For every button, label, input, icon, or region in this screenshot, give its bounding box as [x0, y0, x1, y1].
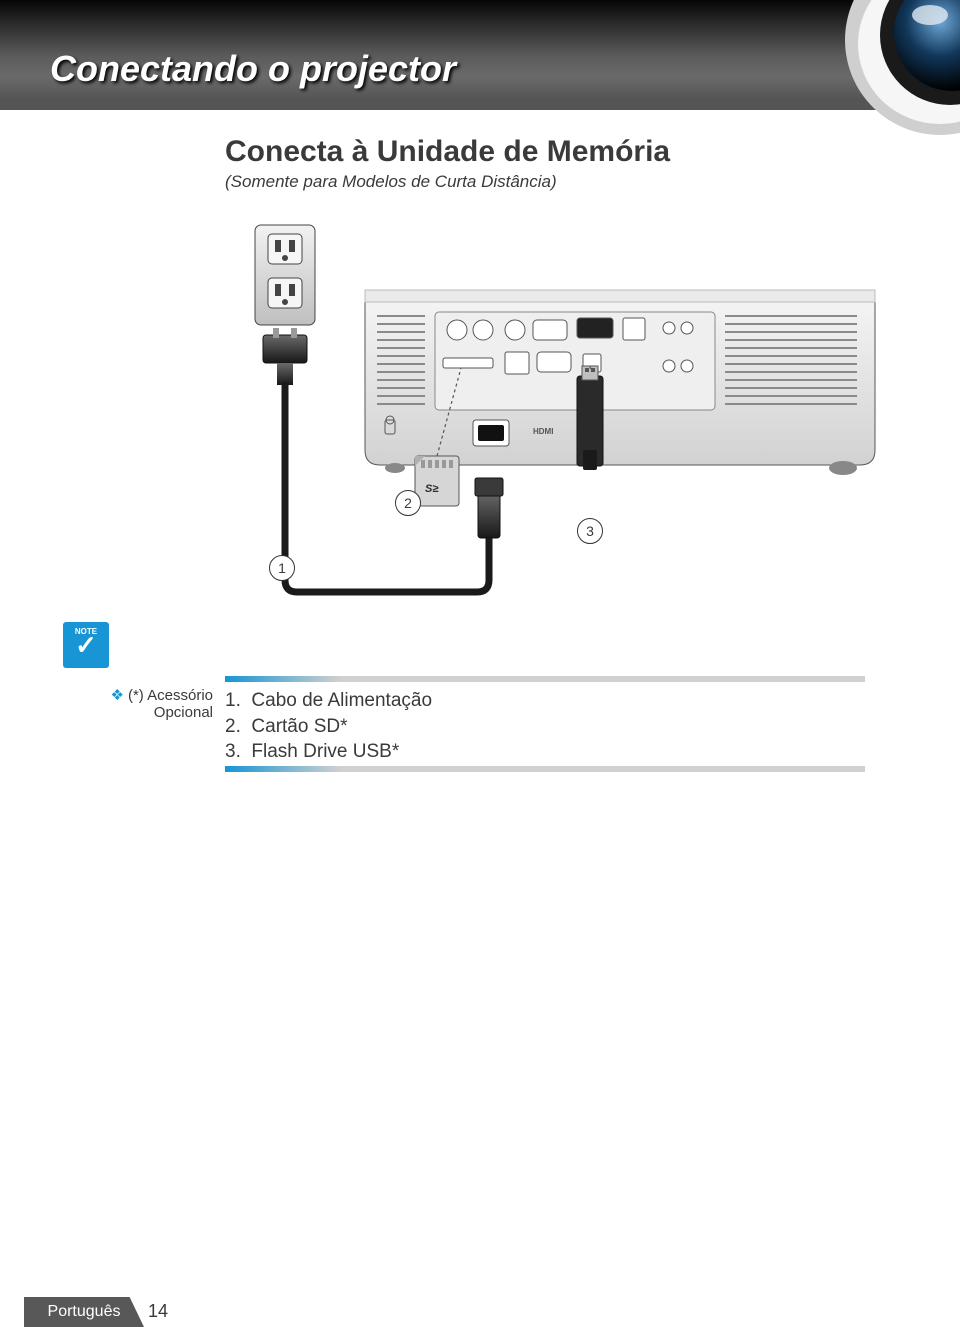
usb-drive — [577, 366, 603, 470]
sd-card: S≥ — [415, 456, 459, 506]
note-label: NOTE — [75, 627, 97, 636]
legend-item: 3. Flash Drive USB* — [225, 739, 432, 765]
legend-item: 2. Cartão SD* — [225, 714, 432, 740]
callout-2: 2 — [395, 490, 421, 516]
diamond-bullet-icon: ❖ — [111, 687, 124, 704]
divider-top — [225, 676, 865, 682]
callout-1: 1 — [269, 555, 295, 581]
section-subtitle: (Somente para Modelos de Curta Distância… — [225, 172, 557, 192]
legend-list: 1. Cabo de Alimentação 2. Cartão SD* 3. … — [225, 688, 432, 765]
note-badge: NOTE ✓ — [63, 622, 109, 668]
svg-text:S≥: S≥ — [425, 483, 438, 495]
svg-text:HDMI: HDMI — [533, 427, 553, 436]
section-title: Conecta à Unidade de Memória — [225, 135, 670, 169]
page-number: 14 — [148, 1301, 168, 1322]
note-text: ❖(*) Acessório Opcional — [63, 686, 213, 721]
projector-body: HDMI — [365, 290, 875, 475]
legend-item: 1. Cabo de Alimentação — [225, 688, 432, 714]
connection-diagram: HDMI S≥ — [225, 220, 885, 600]
page-title: Conectando o projector — [50, 48, 456, 90]
lens-decor — [820, 0, 960, 160]
divider-bottom — [225, 766, 865, 772]
callout-3: 3 — [577, 518, 603, 544]
footer-language-tab: Português — [24, 1297, 144, 1327]
